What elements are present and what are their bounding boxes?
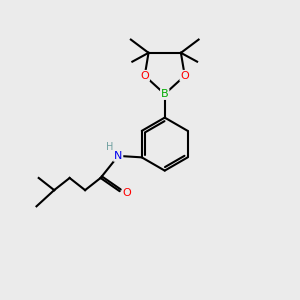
Text: O: O — [180, 71, 189, 81]
Text: O: O — [140, 71, 149, 81]
Text: H: H — [106, 142, 114, 152]
Text: B: B — [161, 89, 169, 99]
Text: N: N — [114, 151, 122, 161]
Text: O: O — [123, 188, 131, 198]
